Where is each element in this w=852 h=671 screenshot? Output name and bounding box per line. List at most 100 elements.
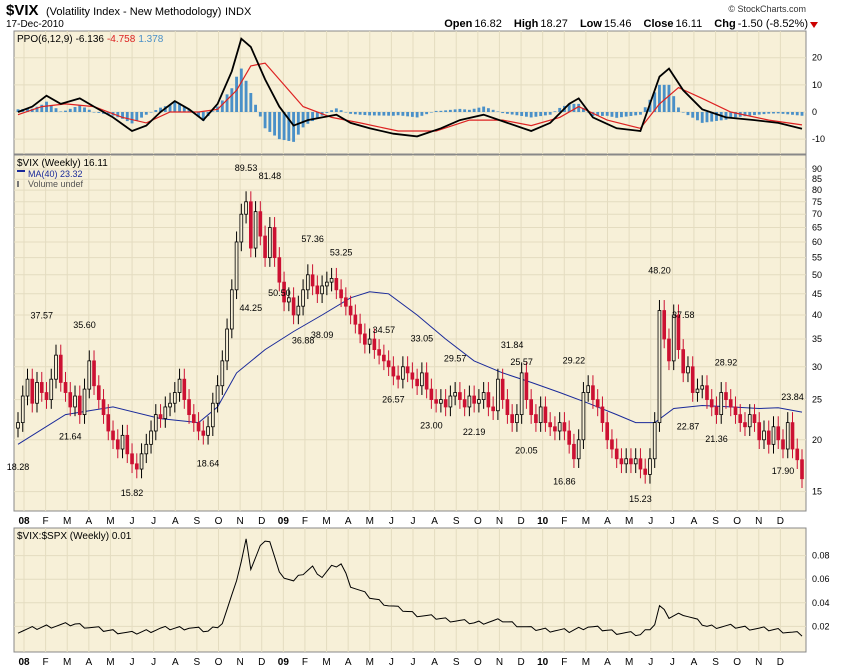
- candle-body: [567, 430, 572, 445]
- ppo-histogram-bar: [49, 104, 53, 112]
- x-axis-label: A: [431, 657, 438, 668]
- candle-body: [576, 439, 581, 460]
- x-axis-label: 08: [18, 516, 30, 527]
- price-annotation: 28.92: [715, 357, 738, 367]
- ppo-histogram-bar: [681, 112, 685, 113]
- ppo-histogram-bar: [501, 112, 505, 114]
- price-y-tick-label: 45: [812, 289, 822, 299]
- candle-body: [358, 323, 362, 335]
- candle-body: [282, 281, 286, 303]
- candle-body: [82, 388, 87, 416]
- ppo-histogram-bar: [753, 112, 756, 116]
- ppo-histogram-bar: [772, 112, 775, 114]
- x-axis-label: N: [236, 657, 243, 668]
- candle-body: [215, 385, 220, 404]
- ppo-histogram-bar: [282, 112, 286, 141]
- candle-body: [595, 399, 600, 408]
- candle-body: [610, 439, 614, 450]
- price-annotations: 18.28 37.57 21.64 35.60 15.82 18.64 89.53 44.25…: [7, 163, 804, 504]
- ppo-histogram-bar: [429, 112, 433, 113]
- candle-body: [120, 434, 125, 450]
- candle-body: [762, 430, 766, 441]
- candle-body: [519, 372, 524, 416]
- candle-body: [624, 458, 629, 465]
- x-axis-label: D: [777, 657, 784, 668]
- price-annotation: 23.00: [420, 421, 443, 431]
- x-axis-label: M: [106, 657, 114, 668]
- price-annotation: 15.23: [629, 494, 652, 504]
- price-y-tick-label: 25: [812, 395, 822, 405]
- x-axis-label: O: [215, 516, 223, 527]
- copyright-link[interactable]: © StockCharts.com: [728, 4, 806, 14]
- candle-body: [562, 422, 567, 432]
- x-axis-label: S: [453, 516, 460, 527]
- ppo-histogram-bar: [306, 112, 310, 124]
- ppo-histogram-bar: [211, 111, 215, 112]
- ppo-histogram-bar: [97, 112, 101, 113]
- price-annotation: 53.25: [330, 247, 353, 257]
- exchange-label: INDX: [225, 6, 252, 18]
- x-axis-label: A: [691, 657, 698, 668]
- candle-body: [329, 278, 334, 283]
- close-value: 16.11: [675, 18, 703, 30]
- candle-body: [187, 399, 191, 416]
- ppo-histogram-bar: [78, 105, 82, 112]
- candle-body: [733, 406, 738, 416]
- x-axis-label: M: [366, 516, 374, 527]
- x-axis-label: S: [453, 657, 460, 668]
- candle-body: [220, 360, 225, 387]
- ratio-line: [17, 538, 803, 637]
- x-axis-label: N: [755, 516, 762, 527]
- candle-body: [714, 406, 719, 416]
- ppo-histogram-bar: [515, 112, 519, 116]
- ppo-histogram-bar: [724, 112, 728, 120]
- candle-body: [339, 289, 343, 299]
- ppo-histogram-bar: [121, 112, 124, 119]
- candle-body: [58, 354, 63, 383]
- candle-body: [196, 422, 201, 432]
- ppo-histogram-bar: [677, 107, 680, 112]
- x-axis-label: M: [322, 516, 330, 527]
- ppo-histogram-bar: [249, 93, 253, 112]
- ppo-panel-background: [13, 30, 807, 155]
- candle-body: [16, 422, 20, 429]
- x-axis-label: O: [733, 516, 741, 527]
- candle-body: [667, 338, 671, 362]
- ppo-histogram-bar: [748, 112, 752, 116]
- price-legend-ma-text: MA(40) 23.32: [28, 169, 83, 179]
- ppo-histogram-bar: [634, 112, 638, 116]
- price-annotation: 22.87: [677, 422, 700, 432]
- ppo-histogram-bar: [467, 109, 471, 112]
- candle-body: [486, 392, 491, 408]
- ppo-histogram-bar: [510, 112, 514, 115]
- x-axis-label: M: [366, 657, 374, 668]
- candle-body: [534, 414, 538, 424]
- price-annotation: 37.58: [672, 310, 695, 320]
- ppo-histogram-bar: [325, 112, 329, 113]
- ppo-histogram-bar: [653, 92, 657, 112]
- ppo-histogram-bar: [149, 112, 153, 113]
- candle-body: [700, 385, 705, 390]
- ppo-histogram-bar: [710, 112, 714, 122]
- candle-body: [191, 414, 196, 424]
- candle-body: [652, 422, 657, 460]
- ppo-histogram-bar: [572, 103, 576, 112]
- x-axis-label: F: [561, 516, 567, 527]
- ppo-histogram-bar: [696, 112, 699, 121]
- price-y-tick-label: 50: [812, 270, 822, 280]
- ppo-legend-value: -6.136: [76, 34, 105, 45]
- candle-body: [638, 458, 643, 470]
- ppo-histogram-bar: [311, 112, 315, 122]
- ppo-histogram-bar: [187, 109, 191, 112]
- candle-body: [443, 399, 448, 408]
- candle-body: [87, 360, 92, 390]
- x-axis-label: D: [258, 516, 265, 527]
- ppo-histogram-bar: [330, 110, 334, 112]
- candle-body: [648, 458, 652, 475]
- x-axis-label: D: [517, 516, 524, 527]
- candle-body: [334, 278, 339, 291]
- ppo-histogram-bar: [458, 108, 462, 112]
- candle-body: [581, 392, 586, 441]
- candle-body: [391, 366, 396, 377]
- ppo-legend-label: PPO(6,12,9): [17, 34, 73, 45]
